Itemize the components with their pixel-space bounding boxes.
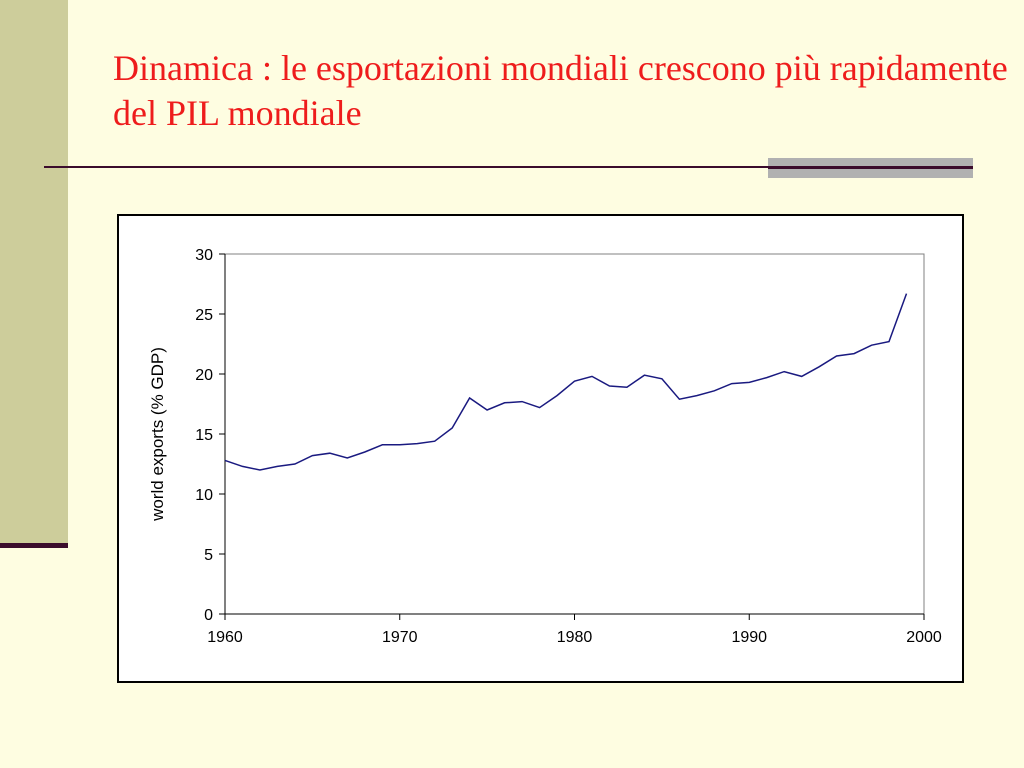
data-point [504, 402, 506, 404]
y-axis-label: world exports (% GDP) [148, 347, 167, 522]
y-tick-label: 25 [195, 307, 213, 324]
sidebar-decoration [0, 0, 68, 545]
x-tick-label: 1990 [731, 629, 767, 646]
y-tick-label: 0 [204, 607, 213, 624]
data-point [451, 427, 453, 429]
data-point [643, 374, 645, 376]
data-point [539, 407, 541, 409]
data-point [888, 341, 890, 343]
data-point [556, 395, 558, 397]
data-point [783, 371, 785, 373]
data-point [381, 444, 383, 446]
data-point [853, 353, 855, 355]
x-axis: 1960 1970 1980 1990 2000 [207, 613, 942, 646]
data-point [626, 386, 628, 388]
data-point [364, 451, 366, 453]
data-point [259, 469, 261, 471]
x-tick-label: 1980 [557, 629, 593, 646]
data-point [241, 465, 243, 467]
data-point [836, 355, 838, 357]
data-point [399, 444, 401, 446]
data-point [329, 452, 331, 454]
line-chart: 0 5 10 15 20 25 30 1960 1970 1980 1990 2000 world … [148, 247, 942, 646]
data-point [416, 443, 418, 445]
data-point [678, 398, 680, 400]
data-point [469, 397, 471, 399]
series-line [224, 293, 908, 471]
data-point [434, 440, 436, 442]
plot-area [224, 253, 925, 615]
y-axis: 0 5 10 15 20 25 30 [195, 247, 226, 624]
y-tick-label: 30 [195, 247, 213, 264]
data-point [486, 409, 488, 411]
data-point [713, 390, 715, 392]
data-point [311, 455, 313, 457]
data-point [591, 375, 593, 377]
data-point [766, 377, 768, 379]
data-point [731, 383, 733, 385]
x-tick-label: 2000 [906, 629, 942, 646]
data-point [276, 465, 278, 467]
y-tick-label: 15 [195, 427, 213, 444]
data-point [871, 344, 873, 346]
y-tick-label: 10 [195, 487, 213, 504]
data-point [224, 459, 226, 461]
data-point [346, 457, 348, 459]
data-point [521, 401, 523, 403]
x-tick-label: 1970 [382, 629, 418, 646]
data-point [801, 375, 803, 377]
data-point [608, 385, 610, 387]
data-point [696, 395, 698, 397]
title-rule [44, 166, 964, 168]
data-point [574, 380, 576, 382]
data-point [748, 381, 750, 383]
y-tick-label: 5 [204, 547, 213, 564]
slide-title: Dinamica : le esportazioni mondiali cres… [113, 48, 1008, 133]
sidebar-accent-line [0, 543, 68, 548]
data-point [818, 366, 820, 368]
chart-frame: 0 5 10 15 20 25 30 1960 1970 1980 1990 2000 world … [117, 214, 964, 683]
x-tick-label: 1960 [207, 629, 243, 646]
data-point [661, 378, 663, 380]
y-tick-label: 20 [195, 367, 213, 384]
data-point [906, 293, 908, 295]
title-rule-accent-line [768, 166, 973, 169]
data-point [294, 463, 296, 465]
